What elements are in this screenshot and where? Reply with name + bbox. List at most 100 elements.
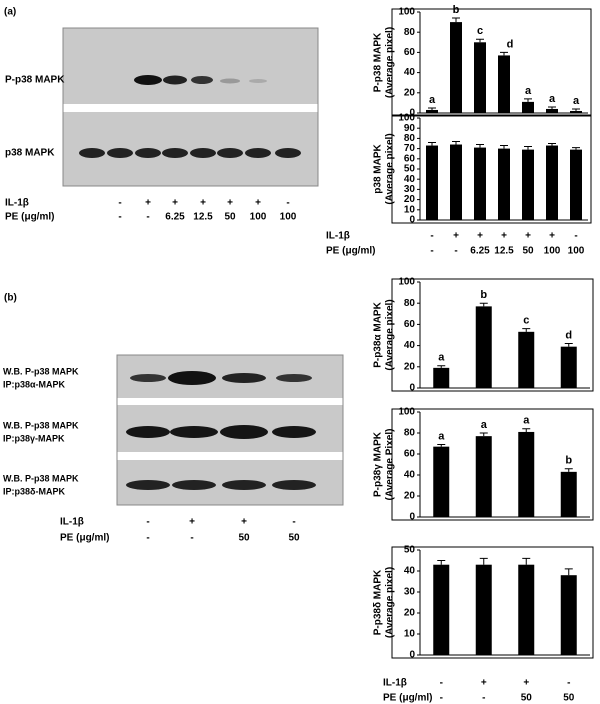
bar: [475, 306, 492, 388]
y-tick-label: 40: [404, 566, 416, 577]
condition-value: 100: [568, 246, 585, 257]
blot-label: W.B. P-p38 MAPK: [3, 420, 79, 430]
blot-label: P-p38 MAPK: [5, 75, 65, 86]
blot-label: IP:p38α-MAPK: [3, 379, 66, 389]
condition-label: IL-1β: [60, 517, 84, 528]
y-label-line: (Average pixel): [385, 133, 396, 204]
annotation: b: [565, 455, 572, 467]
y-tick-label: 60: [404, 153, 416, 164]
condition-value: -: [146, 517, 149, 528]
condition-value: -: [574, 231, 577, 242]
y-label-line: (Average pixel): [385, 299, 396, 370]
bar: [433, 446, 450, 517]
bar: [475, 436, 492, 517]
error-bar: [452, 17, 460, 23]
error-bar: [564, 568, 573, 576]
error-bar: [548, 143, 556, 146]
y-tick-label: 80: [404, 27, 416, 38]
plot-frame: [391, 408, 594, 521]
bar: [426, 145, 438, 220]
annotation: c: [477, 25, 483, 37]
error-bar: [476, 38, 484, 43]
y-tick-label: 80: [404, 133, 416, 144]
condition-value: -: [118, 198, 121, 209]
annotation: a: [573, 95, 580, 107]
y-axis-label: P-p38δ MAPK (Average pixel): [373, 567, 396, 638]
condition-value: -: [567, 678, 570, 689]
y-tick-label: 90: [404, 123, 416, 134]
condition-value: +: [525, 231, 531, 242]
plot-frame: [391, 278, 594, 392]
error-bar: [452, 140, 460, 145]
condition-label: IL-1β: [383, 678, 407, 689]
y-tick-label: 0: [409, 650, 415, 661]
y-label-line: (Average Pixel): [385, 429, 396, 501]
condition-value: +: [523, 678, 529, 689]
y-tick-label: 100: [398, 407, 415, 418]
condition-value: +: [200, 198, 206, 209]
bar: [474, 147, 486, 220]
condition-label: PE (μg/ml): [383, 693, 432, 704]
condition-value: -: [430, 231, 433, 242]
y-tick-label: 50: [404, 164, 416, 175]
condition-value: -: [146, 212, 149, 223]
condition-value: -: [482, 693, 485, 704]
annotation: a: [481, 419, 488, 431]
condition-value: 50: [563, 693, 575, 704]
blot-label: W.B. P-p38 MAPK: [3, 473, 79, 483]
annotation: a: [523, 415, 530, 427]
y-tick-label: 70: [404, 143, 416, 154]
blot-label: IP:p38γ-MAPK: [3, 433, 65, 443]
y-tick-label: 20: [404, 608, 416, 619]
condition-value: 6.25: [165, 212, 185, 223]
blot-a: [62, 27, 319, 187]
error-bar: [564, 468, 573, 472]
y-tick-label: 20: [404, 491, 416, 502]
bar: [518, 564, 535, 655]
condition-value: -: [454, 246, 457, 257]
y-axis-label: P-p38α MAPK (Average pixel): [373, 299, 396, 370]
error-bar: [476, 144, 484, 148]
condition-value: -: [146, 533, 149, 544]
bar: [474, 42, 486, 113]
y-tick-label: 100: [398, 113, 415, 124]
condition-value: +: [145, 198, 151, 209]
condition-value: 12.5: [193, 212, 213, 223]
annotation: d: [565, 329, 572, 341]
y-tick-label: 0: [409, 108, 415, 119]
condition-value: +: [481, 678, 487, 689]
condition-value: +: [453, 231, 459, 242]
condition-value: +: [227, 198, 233, 209]
y-axis-label: P-p38γ MAPK (Average Pixel): [373, 429, 396, 501]
error-bar: [500, 51, 508, 56]
condition-value: -: [118, 212, 121, 223]
y-tick-label: 20: [404, 194, 416, 205]
y-tick-label: 100: [398, 277, 415, 288]
blot-label: p38 MAPK: [5, 148, 55, 159]
bar: [475, 564, 492, 655]
error-bar: [548, 106, 556, 109]
y-tick-label: 80: [404, 428, 416, 439]
condition-value: -: [292, 517, 295, 528]
bar: [426, 109, 438, 113]
bar: [570, 110, 582, 113]
error-bar: [524, 146, 532, 150]
condition-value: +: [172, 198, 178, 209]
y-label-line: (Average pixel): [385, 567, 396, 638]
bar: [518, 331, 535, 388]
error-bar: [428, 141, 436, 146]
error-bar: [500, 145, 508, 149]
y-axis-label: p38 MAPK (Average pixel): [373, 133, 396, 204]
condition-label: PE (μg/ml): [60, 533, 109, 544]
y-tick-label: 30: [404, 587, 416, 598]
condition-value: 50: [224, 212, 236, 223]
y-tick-label: 50: [404, 545, 416, 556]
condition-value: 50: [288, 533, 300, 544]
bar: [560, 575, 577, 655]
error-bar: [522, 428, 531, 432]
error-bar: [522, 328, 531, 332]
y-tick-label: 30: [404, 184, 416, 195]
bar: [498, 55, 510, 113]
panel-label: (a): [4, 7, 16, 18]
error-bar: [428, 107, 436, 110]
